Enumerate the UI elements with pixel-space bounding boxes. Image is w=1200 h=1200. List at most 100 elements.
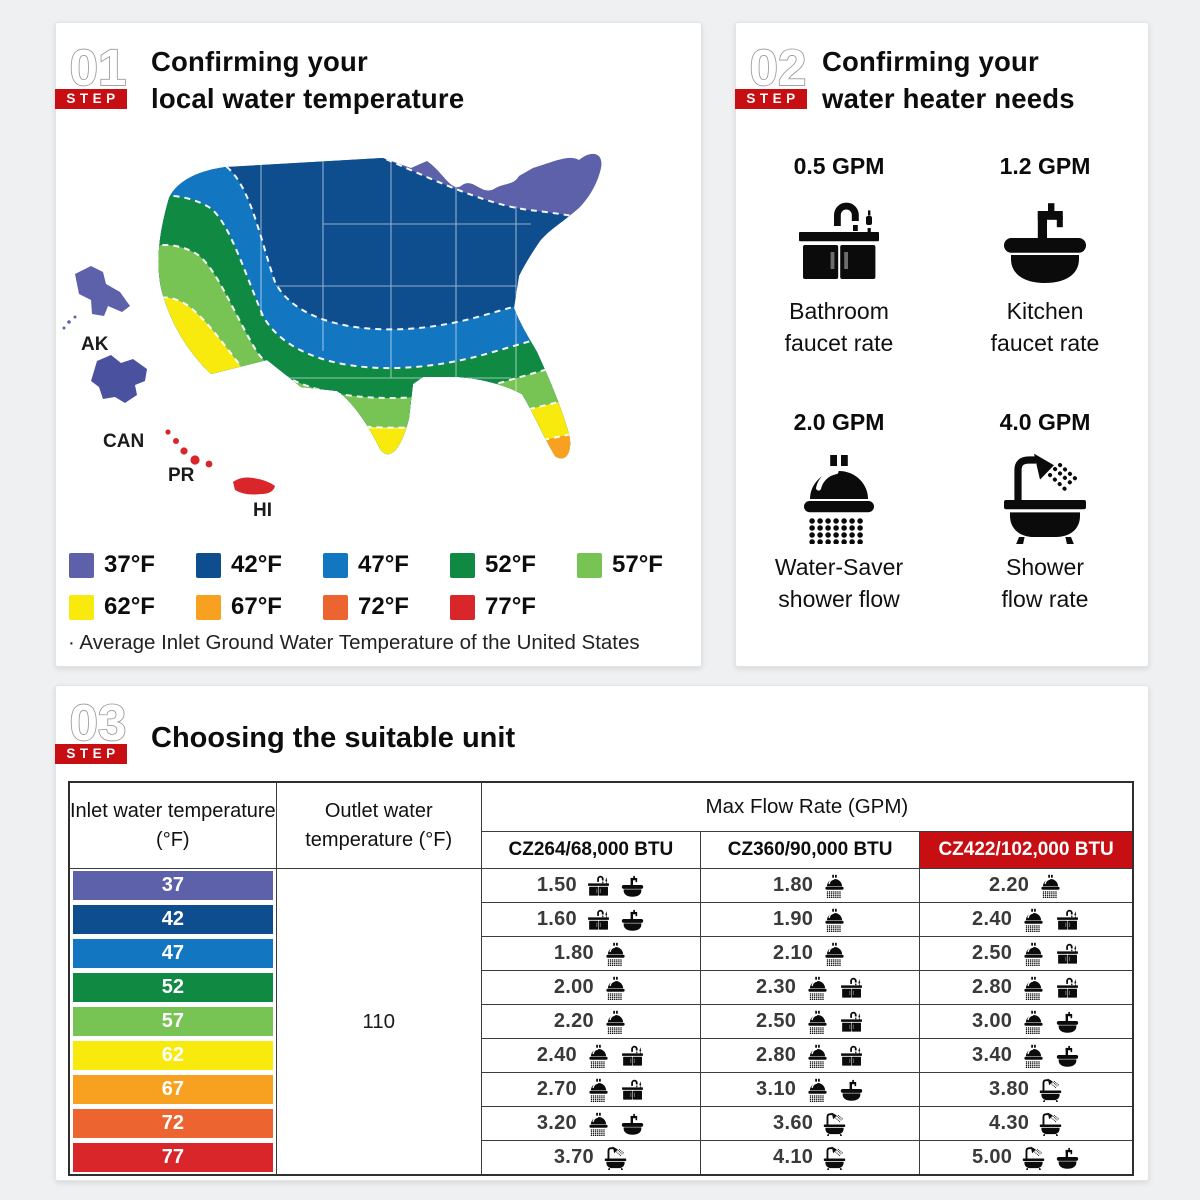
- inlet-band: 72: [73, 1109, 273, 1138]
- bathtub-icon: [823, 1111, 847, 1136]
- bathtub-icon: [823, 1145, 847, 1170]
- flow-value: 3.80: [989, 1078, 1030, 1100]
- inlet-band: 57: [73, 1007, 273, 1036]
- svg-text:01: 01: [70, 39, 127, 91]
- water-needs-grid: 0.5 GPM Bathroom faucet rate 1.2 GPM Kitche…: [736, 153, 1148, 616]
- step3-badge: 03 STEP: [55, 692, 127, 764]
- bathroom-faucet-icon: [1057, 909, 1079, 930]
- shower-head-icon: [807, 1044, 828, 1068]
- need-caption: Kitchen faucet rate: [990, 298, 1100, 356]
- color-swatch: [323, 594, 348, 620]
- inlet-cell: 57: [68, 1004, 277, 1039]
- bathroom-faucet-icon: [841, 977, 863, 998]
- inlet-cell: 67: [68, 1072, 277, 1107]
- flow-cell: 2.70: [480, 1072, 702, 1107]
- inlet-band: 47: [73, 939, 273, 968]
- flow-value: 1.80: [773, 874, 814, 896]
- legend-label: 52°F: [485, 551, 536, 578]
- legend-item: 37°F: [69, 551, 196, 579]
- inlet-band: 42: [73, 905, 273, 934]
- flow-cell: 2.40: [919, 902, 1134, 937]
- need-item: 1.2 GPM Kitchen faucet rate: [950, 153, 1140, 359]
- flow-value: 4.30: [989, 1112, 1030, 1134]
- shower-head-icon: [824, 874, 845, 898]
- outlet-value-cell: 110: [275, 868, 482, 1176]
- color-swatch: [69, 552, 94, 578]
- shower-head-icon: [1023, 908, 1044, 932]
- flow-value: 1.50: [536, 874, 577, 896]
- step-number: 02: [749, 38, 807, 91]
- flow-cell: 2.00: [480, 970, 702, 1005]
- flow-value: 3.20: [536, 1112, 577, 1134]
- flow-cell: 1.90: [700, 902, 921, 937]
- bathtub-icon: [1022, 1145, 1046, 1170]
- inlet-band: 77: [73, 1142, 273, 1172]
- table-row: 67 2.70 3.10 3.80: [68, 1072, 1134, 1107]
- bathroom-faucet-icon: [1057, 977, 1079, 998]
- islands-shape: [165, 429, 275, 495]
- step-label: STEP: [55, 89, 127, 109]
- bathroom-faucet-icon: [1057, 943, 1079, 964]
- flow-rate-table: Inlet water temperature (°F) Outlet wate…: [68, 781, 1134, 1176]
- step3-title: Choosing the suitable unit: [151, 722, 516, 754]
- kitchen-faucet-icon: [1057, 1147, 1079, 1169]
- flow-cell: 2.20: [480, 1004, 702, 1039]
- need-item: 0.5 GPM Bathroom faucet rate: [744, 153, 934, 359]
- bathtub-icon: [997, 448, 1093, 544]
- need-caption: Shower flow rate: [1001, 554, 1089, 613]
- shower-head-icon: [807, 1010, 828, 1034]
- flow-value: 2.80: [756, 1044, 797, 1066]
- gpm-value: 4.0 GPM: [999, 409, 1091, 436]
- inlet-cell: 77: [68, 1140, 277, 1175]
- kitchen-faucet-icon: [1057, 1045, 1079, 1067]
- flow-value: 2.30: [756, 976, 797, 998]
- kitchen-faucet-icon: [841, 1079, 863, 1101]
- flow-cell: 2.30: [700, 970, 921, 1005]
- legend-label: 42°F: [231, 551, 282, 578]
- map-label-pr: PR: [168, 465, 195, 486]
- flow-cell: 1.60: [480, 902, 702, 937]
- flow-value: 2.70: [536, 1078, 577, 1100]
- flow-value: 2.40: [972, 908, 1013, 930]
- flow-cell: 2.50: [919, 936, 1134, 971]
- flow-value: 3.10: [756, 1078, 797, 1100]
- flow-value: 5.00: [972, 1146, 1013, 1168]
- shower-head-icon: [588, 1078, 609, 1102]
- color-swatch: [196, 552, 221, 578]
- kitchen-faucet-icon: [621, 1113, 644, 1135]
- shower-head-icon: [824, 908, 845, 932]
- flow-cell: 3.10: [700, 1072, 921, 1107]
- inlet-cell: 37: [68, 868, 277, 903]
- legend-label: 62°F: [104, 593, 155, 620]
- shower-head-icon: [605, 976, 626, 1000]
- flow-cell: 2.50: [700, 1004, 921, 1039]
- legend-note: · Average Inlet Ground Water Temperature…: [68, 631, 640, 654]
- color-swatch: [450, 594, 475, 620]
- step2-panel: 02 STEP Confirming your water heater nee…: [735, 22, 1149, 667]
- legend-item: 62°F: [69, 593, 196, 621]
- step-number: 03: [69, 693, 127, 746]
- flow-value: 2.50: [756, 1010, 797, 1032]
- kitchen-faucet-icon: [621, 909, 644, 931]
- kitchen-faucet-icon: [621, 875, 644, 897]
- svg-text:02: 02: [750, 39, 807, 91]
- gpm-value: 0.5 GPM: [793, 153, 885, 179]
- shower-head-icon: [1023, 942, 1044, 966]
- step-label: STEP: [735, 89, 807, 109]
- shower-head-icon: [791, 448, 887, 544]
- legend-item: 72°F: [323, 593, 450, 621]
- flow-cell: 2.80: [700, 1038, 921, 1073]
- flow-cell: 2.80: [919, 970, 1134, 1005]
- gpm-value: 2.0 GPM: [793, 409, 885, 436]
- flow-cell: 3.00: [919, 1004, 1134, 1039]
- inlet-cell: 42: [68, 902, 277, 937]
- flow-value: 2.20: [989, 874, 1030, 896]
- legend-label: 47°F: [358, 551, 409, 578]
- shower-head-icon: [588, 1112, 609, 1136]
- table-row: 42 1.60 1.90 2.40: [68, 902, 1134, 937]
- kitchen-faucet-icon: [1057, 1011, 1079, 1033]
- shower-head-icon: [807, 976, 828, 1000]
- legend-item: 47°F: [323, 551, 450, 579]
- inlet-cell: 62: [68, 1038, 277, 1073]
- flow-value: 3.00: [972, 1010, 1013, 1032]
